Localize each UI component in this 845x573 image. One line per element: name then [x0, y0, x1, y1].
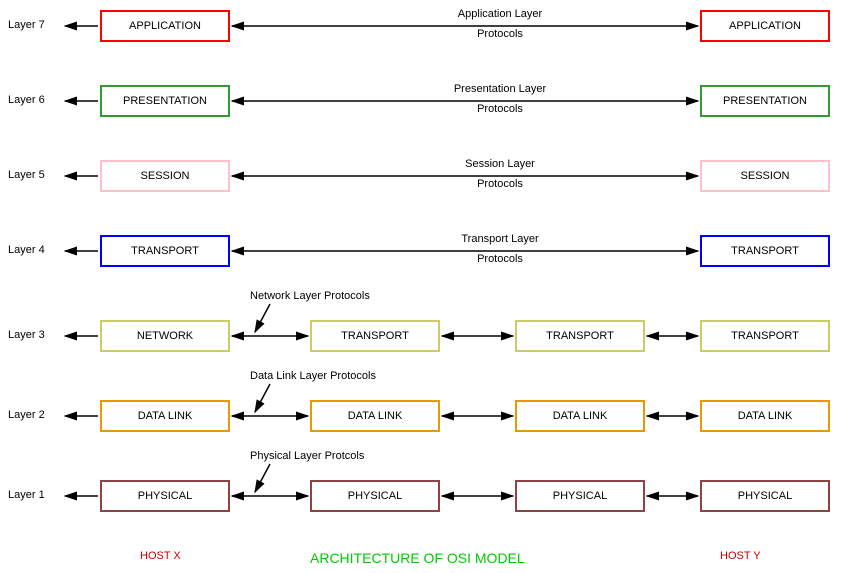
node-l6-1: PRESENTATION [700, 85, 830, 117]
proto-top-l5: Session Layer [420, 158, 580, 170]
small-label-l3: Network Layer Protocols [250, 290, 370, 302]
node-l7-0: APPLICATION [100, 10, 230, 42]
node-l5-1: SESSION [700, 160, 830, 192]
node-l7-1: APPLICATION [700, 10, 830, 42]
node-l1-1: PHYSICAL [310, 480, 440, 512]
host-y-label: HOST Y [720, 550, 761, 562]
proto-top-l4: Transport Layer [420, 233, 580, 245]
node-l4-1: TRANSPORT [700, 235, 830, 267]
small-label-l1: Physical Layer Protcols [250, 450, 364, 462]
layer-label-2: Layer 2 [8, 409, 63, 421]
node-l2-0: DATA LINK [100, 400, 230, 432]
node-l3-1: TRANSPORT [310, 320, 440, 352]
node-l2-3: DATA LINK [700, 400, 830, 432]
proto-top-l7: Application Layer [420, 8, 580, 20]
node-l3-2: TRANSPORT [515, 320, 645, 352]
layer-label-3: Layer 3 [8, 329, 63, 341]
node-l1-3: PHYSICAL [700, 480, 830, 512]
node-l5-0: SESSION [100, 160, 230, 192]
node-l6-0: PRESENTATION [100, 85, 230, 117]
node-l2-2: DATA LINK [515, 400, 645, 432]
layer-label-4: Layer 4 [8, 244, 63, 256]
node-l3-3: TRANSPORT [700, 320, 830, 352]
proto-bot-l7: Protocols [420, 28, 580, 40]
layer-label-6: Layer 6 [8, 94, 63, 106]
layer-label-1: Layer 1 [8, 489, 63, 501]
layer-label-5: Layer 5 [8, 169, 63, 181]
small-label-l2: Data Link Layer Protocols [250, 370, 376, 382]
node-l4-0: TRANSPORT [100, 235, 230, 267]
proto-bot-l6: Protocols [420, 103, 580, 115]
diagram-title: ARCHITECTURE OF OSI MODEL [310, 550, 525, 566]
node-l1-0: PHYSICAL [100, 480, 230, 512]
host-x-label: HOST X [140, 550, 181, 562]
proto-top-l6: Presentation Layer [420, 83, 580, 95]
node-l3-0: NETWORK [100, 320, 230, 352]
proto-bot-l5: Protocols [420, 178, 580, 190]
node-l2-1: DATA LINK [310, 400, 440, 432]
layer-label-7: Layer 7 [8, 19, 63, 31]
proto-bot-l4: Protocols [420, 253, 580, 265]
node-l1-2: PHYSICAL [515, 480, 645, 512]
